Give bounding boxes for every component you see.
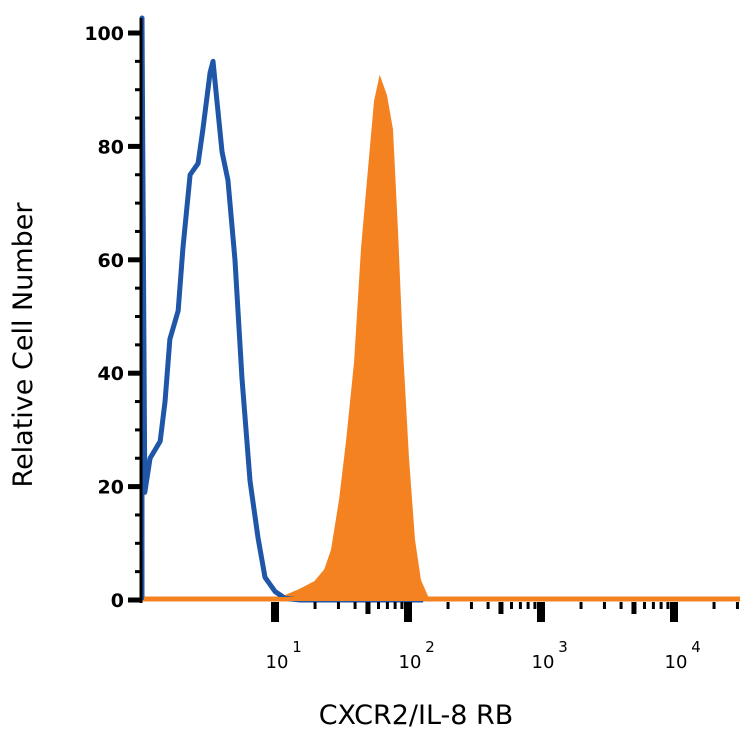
x-tick-exponent: 3 [558, 638, 568, 656]
x-tick-label: 10 [665, 652, 688, 673]
control-histogram-outline [139, 15, 424, 603]
x-tick-exponent: 4 [691, 638, 701, 656]
series-layer [139, 15, 740, 603]
x-tick-exponent: 1 [292, 638, 302, 656]
x-tick-label: 10 [399, 652, 422, 673]
x-tick-label: 10 [266, 652, 289, 673]
y-axis-label: Relative Cell Number [8, 202, 39, 488]
y-tick-label: 80 [98, 136, 124, 158]
y-tick-label: 20 [98, 477, 124, 499]
x-tick-label: 10 [532, 652, 555, 673]
y-tick-label: 60 [98, 250, 124, 272]
y-tick-label: 40 [98, 363, 124, 385]
y-tick-label: 0 [111, 590, 124, 612]
stained-histogram-fill [141, 74, 740, 601]
x-axis-label: CXCR2/IL-8 RB [319, 700, 514, 731]
x-tick-exponent: 2 [425, 638, 435, 656]
y-tick-label: 100 [84, 23, 124, 45]
